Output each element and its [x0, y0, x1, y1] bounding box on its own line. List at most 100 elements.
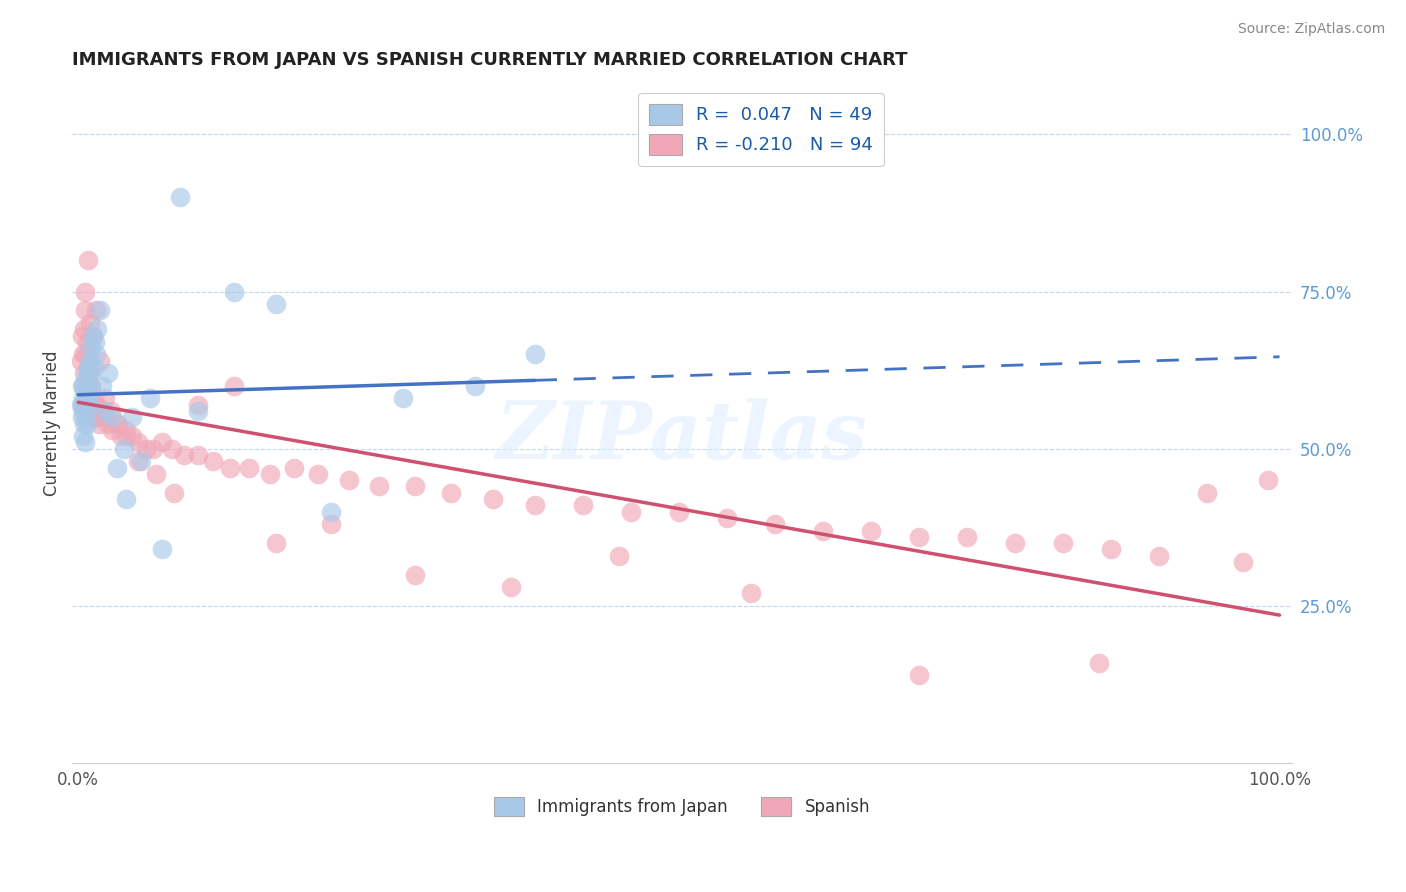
Point: [69, 353, 91, 368]
Point: [319, 505, 342, 519]
Point: [367, 479, 389, 493]
Point: [464, 379, 486, 393]
Point: [101, 423, 124, 437]
Point: [76, 253, 98, 268]
Point: [481, 491, 503, 506]
Point: [75, 410, 97, 425]
Point: [77, 392, 100, 406]
Point: [77, 367, 100, 381]
Point: [404, 479, 426, 493]
Point: [76, 347, 98, 361]
Point: [283, 460, 305, 475]
Point: [76, 359, 98, 374]
Point: [763, 517, 786, 532]
Point: [440, 485, 463, 500]
Point: [620, 505, 643, 519]
Point: [97, 417, 120, 431]
Point: [84, 303, 107, 318]
Point: [811, 524, 834, 538]
Y-axis label: Currently Married: Currently Married: [44, 351, 60, 496]
Point: [740, 586, 762, 600]
Point: [80, 379, 103, 393]
Point: [72, 404, 94, 418]
Point: [201, 454, 224, 468]
Point: [76, 334, 98, 349]
Point: [1232, 555, 1254, 569]
Point: [1149, 549, 1171, 563]
Point: [70, 328, 93, 343]
Point: [187, 398, 209, 412]
Point: [224, 379, 246, 393]
Point: [83, 398, 105, 412]
Point: [101, 410, 124, 425]
Point: [76, 367, 98, 381]
Point: [73, 417, 96, 431]
Point: [72, 379, 94, 393]
Point: [73, 367, 96, 381]
Point: [112, 442, 135, 456]
Point: [319, 517, 342, 532]
Point: [79, 398, 101, 412]
Point: [93, 392, 115, 406]
Point: [75, 347, 97, 361]
Point: [571, 499, 593, 513]
Point: [70, 379, 93, 393]
Point: [73, 379, 96, 393]
Point: [224, 285, 246, 299]
Point: [97, 367, 120, 381]
Point: [391, 392, 413, 406]
Point: [105, 460, 128, 475]
Point: [83, 359, 105, 374]
Point: [84, 404, 107, 418]
Point: [238, 460, 260, 475]
Point: [1004, 536, 1026, 550]
Point: [860, 524, 883, 538]
Point: [73, 398, 96, 412]
Point: [79, 385, 101, 400]
Point: [160, 442, 183, 456]
Point: [1052, 536, 1074, 550]
Point: [404, 567, 426, 582]
Point: [76, 417, 98, 431]
Point: [79, 353, 101, 368]
Point: [82, 328, 104, 343]
Point: [79, 316, 101, 330]
Point: [218, 460, 240, 475]
Point: [266, 536, 288, 550]
Point: [115, 429, 138, 443]
Point: [75, 285, 97, 299]
Point: [266, 297, 288, 311]
Point: [121, 429, 143, 443]
Point: [150, 542, 173, 557]
Point: [115, 491, 138, 506]
Point: [107, 417, 129, 431]
Point: [82, 328, 104, 343]
Point: [76, 379, 98, 393]
Point: [75, 435, 97, 450]
Point: [80, 341, 103, 355]
Point: [77, 359, 100, 374]
Point: [134, 442, 156, 456]
Point: [150, 435, 173, 450]
Point: [76, 379, 98, 393]
Text: Source: ZipAtlas.com: Source: ZipAtlas.com: [1237, 22, 1385, 37]
Point: [115, 423, 138, 437]
Point: [75, 303, 97, 318]
Point: [187, 448, 209, 462]
Point: [76, 398, 98, 412]
Point: [80, 379, 103, 393]
Point: [91, 379, 114, 393]
Point: [145, 467, 167, 481]
Point: [139, 392, 162, 406]
Point: [75, 373, 97, 387]
Text: IMMIGRANTS FROM JAPAN VS SPANISH CURRENTLY MARRIED CORRELATION CHART: IMMIGRANTS FROM JAPAN VS SPANISH CURRENT…: [72, 51, 908, 69]
Point: [100, 404, 122, 418]
Point: [187, 404, 209, 418]
Point: [89, 303, 111, 318]
Point: [127, 435, 149, 450]
Point: [87, 417, 110, 431]
Point: [169, 190, 191, 204]
Point: [523, 347, 546, 361]
Point: [127, 454, 149, 468]
Point: [69, 398, 91, 412]
